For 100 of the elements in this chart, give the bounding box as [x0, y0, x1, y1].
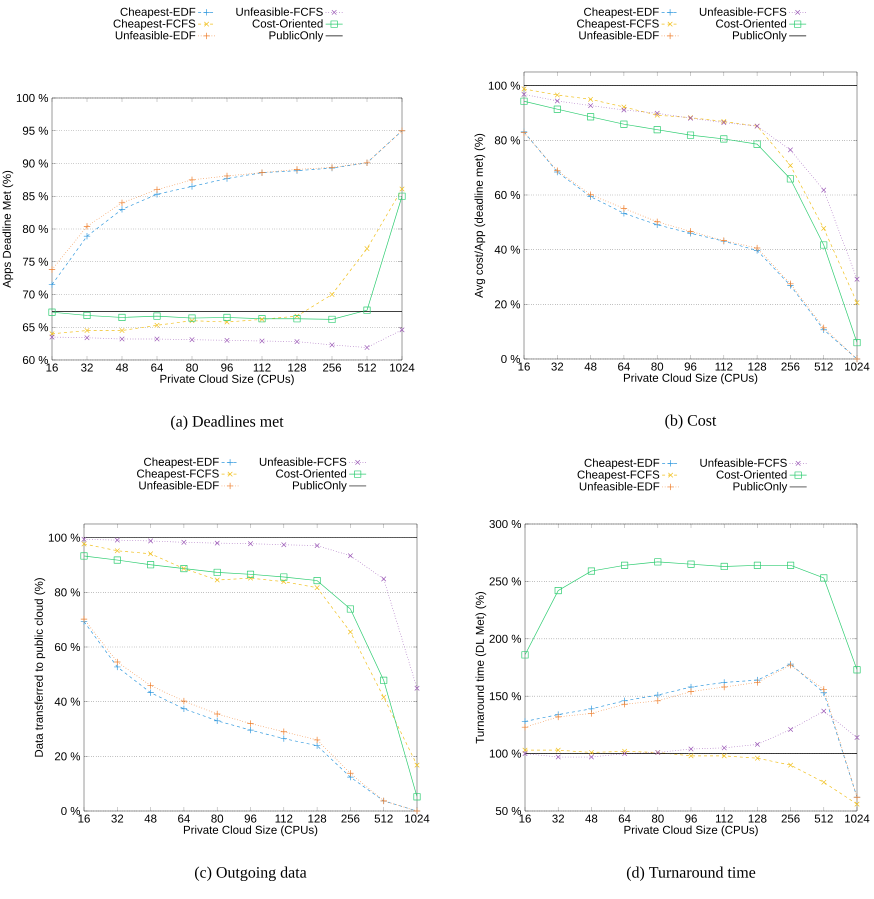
point	[188, 176, 196, 184]
legend-label: Cheapest-FCFS	[137, 469, 219, 480]
x-tick-label: 16	[78, 814, 90, 823]
point	[821, 226, 826, 231]
point	[189, 337, 195, 342]
point	[398, 192, 406, 200]
point	[214, 710, 221, 718]
x-tick-label: 1024	[845, 362, 870, 371]
point	[621, 107, 627, 113]
point	[154, 336, 160, 342]
point	[854, 300, 860, 306]
point	[854, 276, 860, 282]
point	[754, 756, 760, 761]
point	[556, 754, 561, 760]
point	[118, 206, 126, 213]
point	[413, 793, 421, 800]
text: (c) Outgoing data	[194, 866, 306, 882]
point	[259, 338, 265, 344]
x-tick-label: 32	[111, 814, 124, 823]
y-tick-label: 85 %	[22, 192, 48, 200]
x-tick-label: 96	[684, 362, 696, 371]
point	[854, 802, 860, 807]
point	[754, 140, 761, 148]
point	[294, 339, 300, 344]
x-tick-label: 128	[308, 814, 326, 823]
point	[688, 746, 694, 752]
y-tick-label: 65 %	[22, 323, 48, 332]
point	[588, 754, 594, 760]
point	[119, 328, 125, 334]
point	[720, 135, 728, 143]
legend-label: Cost-Oriented	[252, 19, 323, 28]
point	[314, 736, 321, 744]
point	[214, 568, 221, 576]
point	[588, 705, 595, 712]
point	[821, 708, 826, 714]
point	[788, 762, 794, 768]
y-tick-label: 100 %	[16, 94, 48, 102]
point	[620, 210, 628, 217]
point	[114, 548, 120, 554]
point	[114, 556, 121, 564]
point	[654, 126, 661, 134]
x-tick-label: 48	[144, 814, 156, 823]
legend-label: Unfeasible-FCFS	[700, 7, 786, 16]
x-tick-label: 512	[374, 814, 393, 823]
point	[588, 103, 594, 108]
point	[153, 186, 161, 194]
x-axis-title: Private Cloud Size (CPUs)	[624, 825, 758, 836]
point	[147, 561, 154, 568]
y-tick-label: 60 %	[494, 190, 520, 200]
point	[554, 106, 561, 113]
point	[223, 314, 231, 321]
point	[83, 222, 91, 230]
point	[314, 542, 320, 548]
point	[214, 717, 221, 724]
y-tick-label: 60 %	[22, 356, 48, 364]
point	[621, 562, 628, 569]
point	[214, 540, 220, 546]
point	[153, 312, 161, 320]
point	[147, 682, 154, 690]
x-tick-label: 64	[151, 364, 164, 372]
point	[348, 629, 354, 635]
point	[754, 244, 761, 252]
legend-label: Cheapest-EDF	[584, 458, 660, 470]
point	[83, 232, 91, 240]
point	[522, 748, 528, 753]
x-tick-label: 48	[584, 362, 596, 371]
y-tick-label: 75 %	[22, 258, 48, 266]
y-tick-label: 70 %	[22, 290, 48, 299]
x-tick-label: 64	[178, 814, 190, 823]
y-axis-title: Data transferred to public cloud (%)	[34, 578, 46, 757]
point	[654, 692, 662, 699]
x-tick-label: 1024	[845, 814, 870, 823]
point	[329, 292, 335, 298]
legend-label: Unfeasible-FCFS	[700, 458, 787, 467]
legend-label: Cheapest-EDF	[120, 7, 196, 18]
point	[788, 162, 794, 168]
point	[521, 92, 527, 98]
point	[381, 694, 386, 700]
point	[148, 538, 154, 544]
x-tick-label: 16	[520, 814, 531, 823]
x-tick-label: 256	[323, 364, 342, 372]
point	[180, 705, 188, 712]
point	[118, 199, 126, 206]
legend-label: Unfeasible-EDF	[139, 481, 219, 490]
legend-label: PublicOnly	[733, 482, 788, 493]
point	[820, 241, 828, 249]
point	[114, 538, 120, 543]
x-tick-label: 256	[782, 814, 800, 823]
x-tick-label: 256	[781, 362, 800, 371]
legend-label: Cheapest-FCFS	[114, 19, 196, 30]
point	[588, 96, 594, 102]
y-axis-title: Apps Deadline Met (%)	[2, 170, 14, 288]
point	[328, 316, 336, 323]
point	[48, 266, 56, 274]
x-tick-label: 80	[186, 364, 198, 372]
x-tick-label: 128	[748, 814, 766, 823]
x-axis-title: Private Cloud Size (CPUs)	[160, 374, 294, 386]
point	[853, 339, 861, 346]
point	[620, 204, 628, 212]
point	[522, 750, 528, 756]
